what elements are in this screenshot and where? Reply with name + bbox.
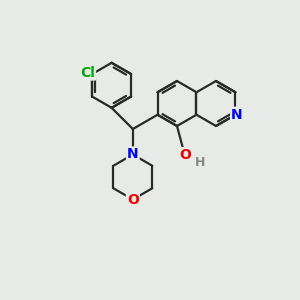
Text: Cl: Cl (80, 65, 95, 80)
Text: N: N (231, 108, 243, 122)
Text: O: O (180, 148, 191, 162)
Text: H: H (195, 156, 206, 169)
Text: O: O (127, 193, 139, 206)
Text: N: N (127, 148, 139, 161)
